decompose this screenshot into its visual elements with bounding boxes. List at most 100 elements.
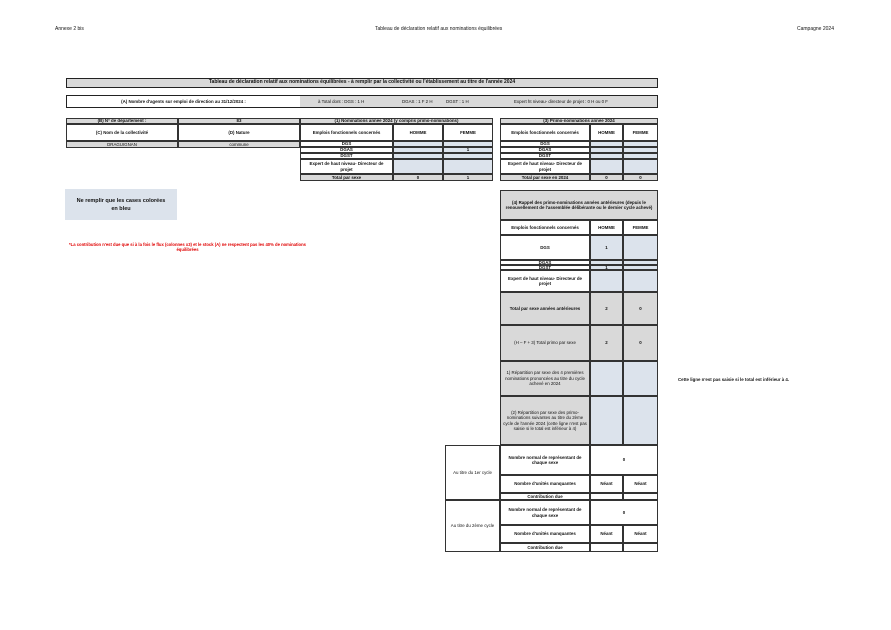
rappel-rep1-femme[interactable]	[623, 361, 658, 396]
contribution-note: *La contribution n'est due que si à la f…	[69, 241, 306, 252]
primo-row-label: Expert de haut niveau- Directeur de proj…	[500, 159, 590, 174]
cycle-manquantes-label: Nombre d'unités manquantes	[500, 525, 590, 543]
header-title: Tableau de déclaration relatif aux nomin…	[375, 26, 503, 32]
nature-value[interactable]: commune	[178, 141, 300, 148]
rappel-row-label: DGST	[500, 265, 590, 270]
primo-col-emploi: Emplois fonctionnels concernés	[500, 124, 590, 141]
rappel-row-homme[interactable]	[590, 260, 623, 265]
rappel-row-homme[interactable]	[590, 270, 623, 292]
nominations-row-homme[interactable]	[393, 141, 443, 147]
rappel-row-label: DGS	[500, 235, 590, 260]
rappel-sum-label: (H – F + 3) Total primo par sexe	[500, 325, 590, 361]
primo-col-femme: FEMME	[623, 124, 658, 141]
rappel-rep2-label: (2) Répartition par sexe des primo-nomin…	[500, 396, 590, 445]
primo-row-label: DGAS	[500, 147, 590, 153]
annex-label: Annexe 2 bis	[55, 26, 84, 32]
dept-value[interactable]: 83	[178, 118, 300, 124]
primo-row-homme[interactable]	[590, 147, 623, 153]
nominations-col-emploi: Emplois fonctionnels concernés	[300, 124, 393, 141]
row-a-label: (A) Nombre d'agents sur emploi de direct…	[67, 96, 300, 107]
primo-row-femme[interactable]	[623, 159, 658, 174]
primo-total-femme: 0	[623, 174, 658, 181]
nominations-row-femme[interactable]	[443, 141, 493, 147]
cycle-manquantes-homme: Néant	[590, 475, 623, 493]
primo-title: (3) Primo-nominations année 2024	[500, 118, 658, 124]
nominations-title: (1) Nominations année 2024 (y compris pr…	[300, 118, 493, 124]
row-a-dgst: DGST : 1 H	[446, 99, 469, 104]
nominations-total-femme: 1	[443, 174, 493, 181]
primo-col-homme: HOMME	[590, 124, 623, 141]
nominations-row-label: Expert de haut niveau- Directeur de proj…	[300, 159, 393, 174]
rappel-rep2-homme[interactable]	[590, 396, 623, 445]
primo-row-homme[interactable]	[590, 159, 623, 174]
nominations-col-homme: HOMME	[393, 124, 443, 141]
rappel-row-label: Expert de haut niveau- Directeur de proj…	[500, 270, 590, 292]
cycle-manquantes-homme: Néant	[590, 525, 623, 543]
rappel-rep1-label: 1) Répartition par sexe des 4 premières …	[500, 361, 590, 396]
nominations-row-label: DGST	[300, 153, 393, 159]
primo-row-homme[interactable]	[590, 153, 623, 159]
rappel-row-femme[interactable]	[623, 270, 658, 292]
primo-total-label: Total par sexe en 2024	[500, 174, 590, 181]
rappel-row-homme[interactable]: 1	[590, 235, 623, 260]
nominations-col-femme: FEMME	[443, 124, 493, 141]
nominations-row-homme[interactable]	[393, 153, 443, 159]
row-a-values	[300, 96, 657, 107]
row-a-expert: Expert ht niveau- directeur de projet : …	[514, 99, 608, 104]
cycle-contribution-homme	[590, 493, 623, 500]
rappel-row-label: DGAS	[500, 260, 590, 265]
cycle-manquantes-femme: Néant	[623, 475, 658, 493]
nom-label: (C) Nom de la collectivité	[66, 124, 178, 141]
primo-row-femme[interactable]	[623, 153, 658, 159]
rappel-row-homme[interactable]: 1	[590, 265, 623, 270]
cycle-contribution-homme	[590, 543, 623, 552]
primo-row-label: DGS	[500, 141, 590, 147]
rappel-col-femme: FEMME	[623, 220, 658, 235]
rappel-rep1-homme[interactable]	[590, 361, 623, 396]
primo-row-femme[interactable]	[623, 141, 658, 147]
rappel-row-femme[interactable]	[623, 265, 658, 270]
rappel-sum-femme: 0	[623, 325, 658, 361]
nominations-total-label: Total par sexe	[300, 174, 393, 181]
cycle-contribution-femme	[623, 543, 658, 552]
cycle-label: Au titre du 1er cycle	[445, 445, 500, 500]
nom-value[interactable]: DRAGUIGNAN	[66, 141, 178, 148]
nominations-row-femme[interactable]	[443, 153, 493, 159]
nominations-total-homme: 0	[393, 174, 443, 181]
dept-label: (B) N° de département :	[66, 118, 178, 124]
cycle-nombre-value: 0	[590, 445, 658, 475]
nominations-row-femme[interactable]	[443, 159, 493, 174]
rappel-col-homme: HOMME	[590, 220, 623, 235]
cycle-label: Au titre du 2ème cycle	[445, 500, 500, 552]
rappel-title: (4) Rappel des primo-nominations années …	[500, 190, 658, 220]
row-a-dgas: DGAS : 1 F 2 H	[402, 99, 433, 104]
rappel-row-femme[interactable]	[623, 235, 658, 260]
rappel-col-emploi: Emplois fonctionnels concernés	[500, 220, 590, 235]
nominations-row-femme[interactable]: 1	[443, 147, 493, 153]
rappel-row-femme[interactable]	[623, 260, 658, 265]
nominations-row-homme[interactable]	[393, 159, 443, 174]
cycle-manquantes-femme: Néant	[623, 525, 658, 543]
cycle-contribution-label: Contribution due	[500, 493, 590, 500]
rappel-sum-homme: 2	[590, 325, 623, 361]
nature-label: (D) Nature	[178, 124, 300, 141]
campaign-label: Campagne 2024	[797, 26, 834, 32]
cycle-manquantes-label: Nombre d'unités manquantes	[500, 475, 590, 493]
primo-row-homme[interactable]	[590, 141, 623, 147]
rappel-total-label: Total par sexe années antérieures	[500, 292, 590, 325]
cycle-contribution-label: Contribution due	[500, 543, 590, 552]
primo-total-homme: 0	[590, 174, 623, 181]
nominations-row-homme[interactable]	[393, 147, 443, 153]
primo-row-femme[interactable]	[623, 147, 658, 153]
nominations-row-label: DGAS	[300, 147, 393, 153]
cycle-nombre-label: Nombre normal de représentant de chaque …	[500, 445, 590, 475]
cycle-contribution-femme	[623, 493, 658, 500]
right-note: Cette ligne n'est pas saisie si le total…	[678, 377, 790, 382]
row-a-total: à Total dont : DGS : 1 H	[318, 99, 365, 104]
main-title: Tableau de déclaration relatif aux nomin…	[66, 78, 658, 88]
nominations-row-label: DGS	[300, 141, 393, 147]
rappel-rep2-femme[interactable]	[623, 396, 658, 445]
rappel-total-homme: 2	[590, 292, 623, 325]
cycle-nombre-label: Nombre normal de représentant de chaque …	[500, 500, 590, 525]
